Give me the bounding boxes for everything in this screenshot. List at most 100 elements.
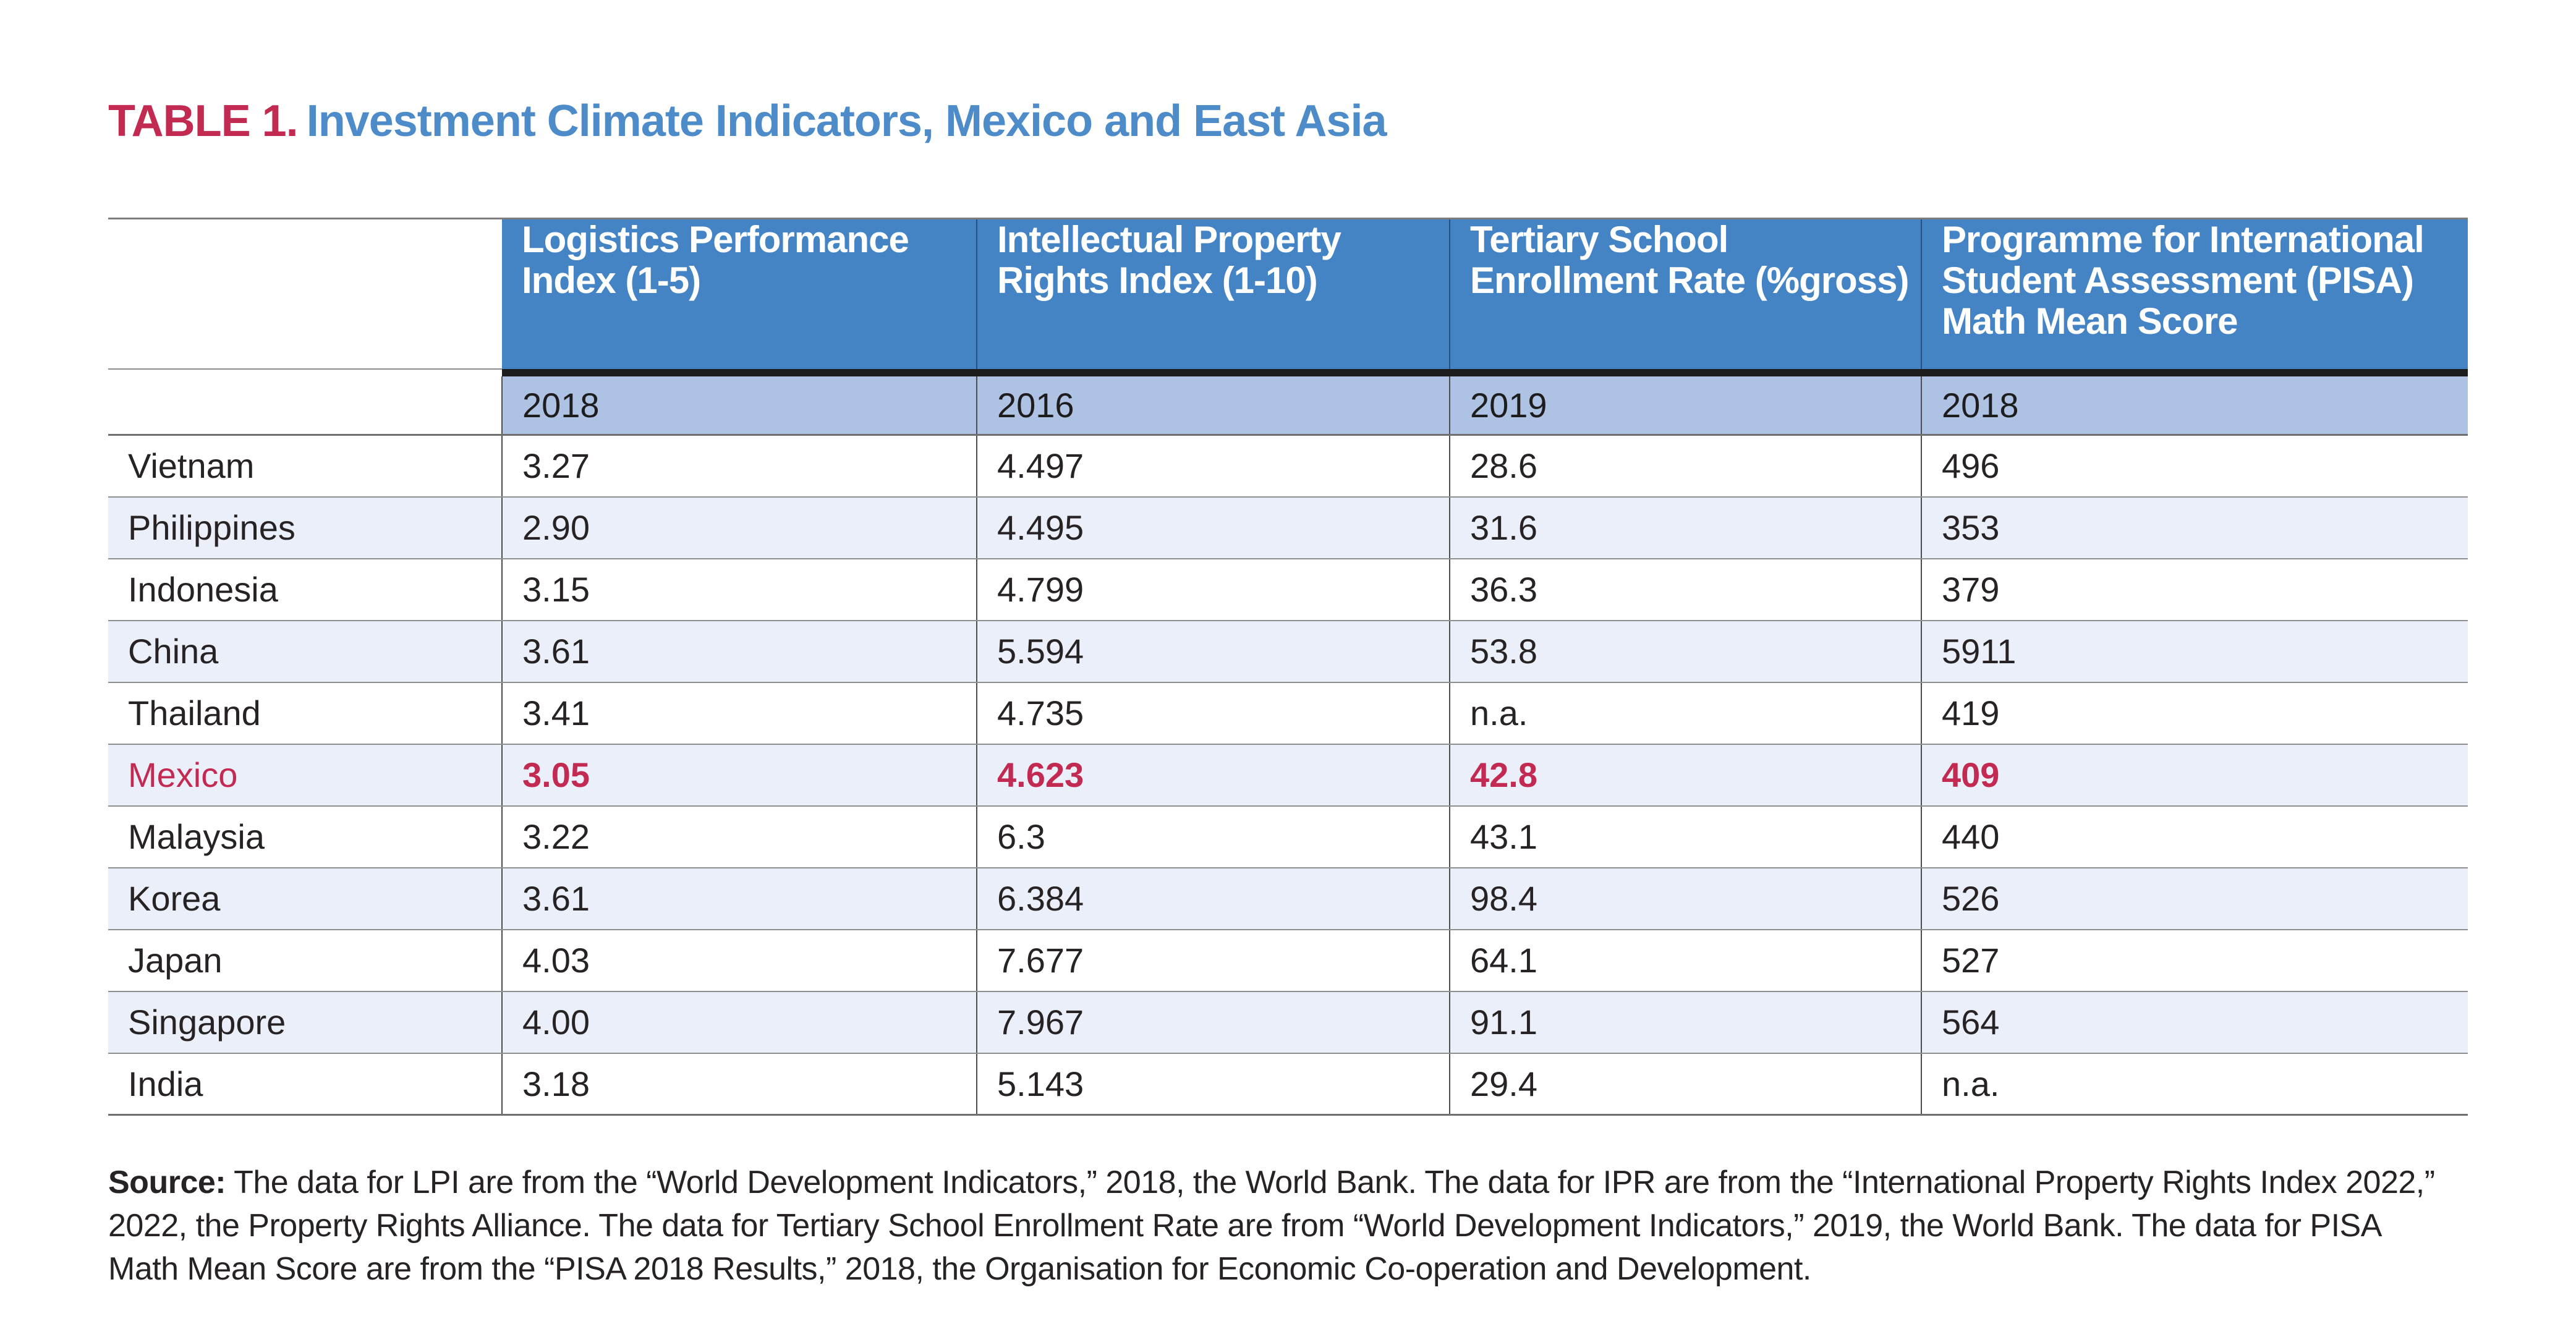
value-cell: 2.90 bbox=[501, 496, 977, 559]
source-line: Math Mean Score are from the “PISA 2018 … bbox=[108, 1251, 1811, 1287]
indicators-table: Logistics Performance Index (1-5) Intellec… bbox=[108, 218, 2468, 1116]
value-cell: 4.00 bbox=[501, 991, 977, 1054]
value-cell: 29.4 bbox=[1449, 1053, 1921, 1116]
value-cell: 91.1 bbox=[1449, 991, 1921, 1054]
table-row: Korea 3.61 6.384 98.4 526 bbox=[108, 867, 2468, 930]
source-label: Source: bbox=[108, 1165, 226, 1200]
value-cell: n.a. bbox=[1921, 1053, 2468, 1116]
value-cell: 3.41 bbox=[501, 682, 977, 745]
country-cell: Japan bbox=[108, 929, 502, 992]
table-row: Indonesia 3.15 4.799 36.3 379 bbox=[108, 558, 2468, 621]
country-cell: Malaysia bbox=[108, 805, 502, 868]
value-cell: 36.3 bbox=[1449, 558, 1921, 621]
value-cell: 353 bbox=[1921, 496, 2468, 559]
value-cell: 31.6 bbox=[1449, 496, 1921, 559]
value-cell: 42.8 bbox=[1449, 744, 1921, 807]
year-corner-cell bbox=[108, 376, 502, 436]
value-cell: 3.22 bbox=[501, 805, 977, 868]
country-cell: Korea bbox=[108, 867, 502, 930]
value-cell: 3.27 bbox=[501, 435, 977, 498]
table-row: India 3.18 5.143 29.4 n.a. bbox=[108, 1053, 2468, 1116]
value-cell: 7.967 bbox=[976, 991, 1450, 1054]
corner-cell bbox=[108, 218, 502, 369]
value-cell: 5.143 bbox=[976, 1053, 1450, 1116]
table-number: TABLE 1. bbox=[108, 96, 299, 146]
table-title: TABLE 1. Investment Climate Indicators, M… bbox=[108, 96, 1387, 146]
column-header-line: Math Mean Score bbox=[1942, 300, 2238, 342]
column-header: Tertiary School Enrollment Rate (%gross) bbox=[1449, 218, 1921, 369]
value-cell: 53.8 bbox=[1449, 620, 1921, 683]
value-cell: 98.4 bbox=[1449, 867, 1921, 930]
value-cell: 527 bbox=[1921, 929, 2468, 992]
table-row: Philippines 2.90 4.495 31.6 353 bbox=[108, 496, 2468, 559]
year-cell: 2016 bbox=[976, 376, 1450, 436]
column-header: Programme for International Student Asses… bbox=[1921, 218, 2468, 369]
column-header-line: Rights Index (1-10) bbox=[997, 260, 1318, 301]
header-row: Logistics Performance Index (1-5) Intellec… bbox=[108, 218, 2468, 369]
table-row: Vietnam 3.27 4.497 28.6 496 bbox=[108, 435, 2468, 498]
value-cell: 64.1 bbox=[1449, 929, 1921, 992]
value-cell: 3.61 bbox=[501, 620, 977, 683]
value-cell: 3.15 bbox=[501, 558, 977, 621]
column-header: Intellectual Property Rights Index (1-10) bbox=[976, 218, 1450, 369]
header-underline-row bbox=[108, 368, 2468, 376]
value-cell: 564 bbox=[1921, 991, 2468, 1054]
country-cell: Philippines bbox=[108, 496, 502, 559]
bar-corner-cell bbox=[108, 368, 502, 376]
value-cell: 4.03 bbox=[501, 929, 977, 992]
value-cell: 440 bbox=[1921, 805, 2468, 868]
value-cell: 4.799 bbox=[976, 558, 1450, 621]
column-header-line: Student Assessment (PISA) bbox=[1942, 260, 2414, 301]
title-text: Investment Climate Indicators, Mexico an… bbox=[306, 96, 1387, 146]
country-cell: Mexico bbox=[108, 744, 502, 807]
table-row: Japan 4.03 7.677 64.1 527 bbox=[108, 929, 2468, 992]
value-cell: 419 bbox=[1921, 682, 2468, 745]
source-note: Source: The data for LPI are from the “W… bbox=[108, 1161, 2435, 1291]
source-line: 2022, the Property Rights Alliance. The … bbox=[108, 1208, 2382, 1244]
country-cell: India bbox=[108, 1053, 502, 1116]
year-row: 2018 2016 2019 2018 bbox=[108, 376, 2468, 436]
column-header-line: Enrollment Rate (%gross) bbox=[1470, 260, 1909, 301]
column-header-line: Programme for International bbox=[1942, 219, 2425, 260]
year-cell: 2019 bbox=[1449, 376, 1921, 436]
column-header-line: Intellectual Property bbox=[997, 219, 1341, 260]
value-cell: 409 bbox=[1921, 744, 2468, 807]
value-cell: 4.623 bbox=[976, 744, 1450, 807]
value-cell: 28.6 bbox=[1449, 435, 1921, 498]
header-underline bbox=[502, 368, 2468, 376]
table-row: China 3.61 5.594 53.8 5911 bbox=[108, 620, 2468, 683]
value-cell: 4.735 bbox=[976, 682, 1450, 745]
table-row: Malaysia 3.22 6.3 43.1 440 bbox=[108, 805, 2468, 868]
value-cell: 379 bbox=[1921, 558, 2468, 621]
value-cell: 5911 bbox=[1921, 620, 2468, 683]
indicators-table-body: Logistics Performance Index (1-5) Intellec… bbox=[108, 218, 2468, 1116]
value-cell: 3.05 bbox=[501, 744, 977, 807]
column-header-line: Index (1-5) bbox=[522, 260, 701, 301]
value-cell: 43.1 bbox=[1449, 805, 1921, 868]
value-cell: 6.3 bbox=[976, 805, 1450, 868]
value-cell: 6.384 bbox=[976, 867, 1450, 930]
country-cell: Singapore bbox=[108, 991, 502, 1054]
source-line: Source: The data for LPI are from the “W… bbox=[108, 1161, 2435, 1204]
value-cell: 4.497 bbox=[976, 435, 1450, 498]
table-row: Mexico 3.05 4.623 42.8 409 bbox=[108, 744, 2468, 807]
country-cell: Indonesia bbox=[108, 558, 502, 621]
source-text: The data for LPI are from the “World Dev… bbox=[234, 1165, 2435, 1200]
table-row: Thailand 3.41 4.735 n.a. 419 bbox=[108, 682, 2468, 745]
column-header: Logistics Performance Index (1-5) bbox=[502, 218, 977, 369]
value-cell: 3.18 bbox=[501, 1053, 977, 1116]
country-cell: China bbox=[108, 620, 502, 683]
column-header-line: Logistics Performance bbox=[522, 219, 909, 260]
column-header-line: Tertiary School bbox=[1470, 219, 1728, 260]
table-row: Singapore 4.00 7.967 91.1 564 bbox=[108, 991, 2468, 1054]
value-cell: 5.594 bbox=[976, 620, 1450, 683]
value-cell: 3.61 bbox=[501, 867, 977, 930]
country-cell: Vietnam bbox=[108, 435, 502, 498]
year-cell: 2018 bbox=[501, 376, 977, 436]
value-cell: 4.495 bbox=[976, 496, 1450, 559]
value-cell: n.a. bbox=[1449, 682, 1921, 745]
year-cell: 2018 bbox=[1921, 376, 2468, 436]
value-cell: 7.677 bbox=[976, 929, 1450, 992]
country-cell: Thailand bbox=[108, 682, 502, 745]
value-cell: 526 bbox=[1921, 867, 2468, 930]
